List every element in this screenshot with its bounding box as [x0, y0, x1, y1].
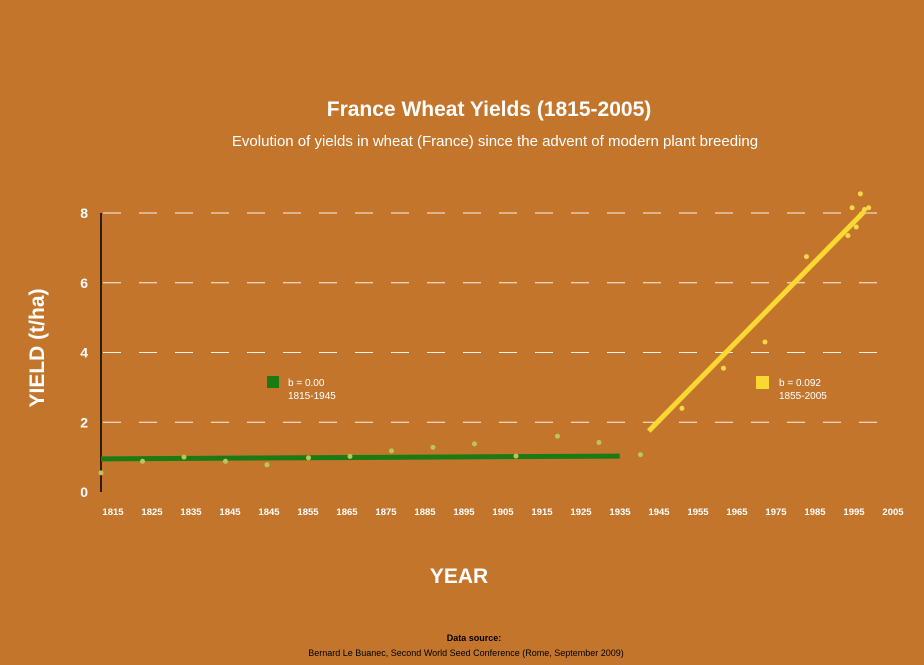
legend-swatch-yellow — [756, 376, 769, 389]
data-point — [264, 462, 270, 468]
x-tick-label: 1995 — [843, 507, 865, 518]
source-text: Bernard Le Buanec, Second World Seed Con… — [308, 648, 624, 658]
data-point — [513, 453, 519, 459]
x-tick-label: 1905 — [492, 507, 514, 518]
x-tick-label: 1815 — [102, 507, 124, 518]
x-tick-label: 1895 — [453, 507, 475, 518]
y-tick-label: 4 — [80, 345, 88, 361]
data-point — [98, 470, 104, 476]
y-tick-label: 0 — [80, 484, 88, 500]
y-tick-label: 2 — [80, 414, 88, 430]
x-tick-label: 1875 — [375, 507, 397, 518]
x-tick-label: 1955 — [687, 507, 709, 518]
data-point — [430, 444, 436, 450]
chart-subtitle: Evolution of yields in wheat (France) si… — [232, 133, 758, 150]
x-tick-label: 1925 — [570, 507, 592, 518]
y-tick-label: 6 — [80, 275, 88, 291]
legend-label-range: 1855-2005 — [779, 391, 827, 402]
legend-label-slope: b = 0.00 — [288, 378, 325, 389]
legend-trend-1855-2005: b = 0.092 1855-2005 — [756, 376, 827, 402]
x-tick-label: 1945 — [648, 507, 670, 518]
data-point — [347, 453, 353, 459]
x-axis-label: YEAR — [430, 565, 488, 588]
chart-title: France Wheat Yields (1815-2005) — [327, 98, 652, 121]
data-point — [803, 254, 809, 260]
data-point — [181, 454, 187, 460]
data-point — [862, 207, 868, 213]
data-point — [554, 433, 560, 439]
x-tick-label: 1835 — [180, 507, 202, 518]
x-tick-label: 1845 — [219, 507, 241, 518]
source-label: Data source: — [447, 633, 502, 643]
data-point — [857, 191, 863, 197]
trend-line — [646, 209, 867, 433]
data-point — [679, 405, 685, 411]
x-tick-label: 1935 — [609, 507, 631, 518]
data-point — [305, 455, 311, 461]
data-point — [762, 339, 768, 345]
trend-line — [100, 453, 620, 462]
x-tick-label: 1825 — [141, 507, 163, 518]
x-tick-label: 1845 — [258, 507, 280, 518]
x-tick-label: 1965 — [726, 507, 748, 518]
data-point — [388, 448, 394, 454]
legend-label-range: 1815-1945 — [288, 391, 336, 402]
data-point — [222, 458, 228, 464]
data-point — [720, 365, 726, 371]
x-tick-label: 1975 — [765, 507, 787, 518]
x-ticks: 1815 1825 1835 1845 1845 1855 1865 1875 1885 1895… — [102, 507, 904, 518]
legend-swatch-green — [267, 376, 279, 388]
data-point — [845, 233, 851, 239]
data-point — [637, 452, 643, 458]
x-tick-label: 1985 — [804, 507, 826, 518]
x-tick-label: 1855 — [297, 507, 319, 518]
data-point — [853, 224, 859, 230]
legend-trend-1815-1945: b = 0.00 1815-1945 — [267, 376, 336, 402]
data-point — [849, 205, 855, 211]
trend-lines — [100, 209, 867, 462]
data-point — [471, 441, 477, 447]
data-point — [866, 205, 872, 211]
x-tick-label: 1865 — [336, 507, 358, 518]
x-tick-label: 1885 — [414, 507, 436, 518]
x-tick-label: 1915 — [531, 507, 553, 518]
data-point — [596, 439, 602, 445]
y-ticks: 0 2 4 6 8 — [80, 205, 88, 500]
y-tick-label: 8 — [80, 205, 88, 221]
data-point — [139, 458, 145, 464]
data-points — [98, 191, 872, 476]
x-tick-label: 2005 — [882, 507, 904, 518]
y-axis-label: YIELD (t/ha) — [26, 289, 49, 408]
legend-label-slope: b = 0.092 — [779, 378, 821, 389]
